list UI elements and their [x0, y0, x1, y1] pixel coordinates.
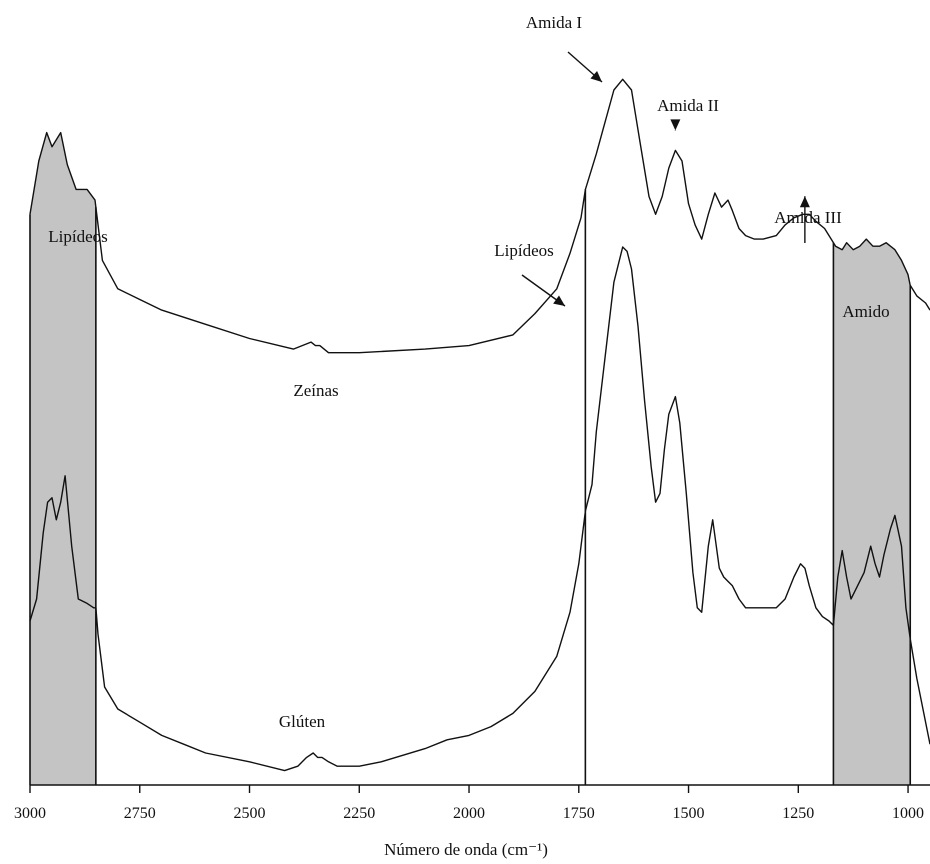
annotation-arrowhead-3	[553, 295, 565, 306]
spectra	[29, 78, 930, 772]
shaded-band-0	[30, 133, 96, 621]
shaded-band-lower-0	[30, 479, 96, 785]
shaded-band-lower-1	[833, 515, 911, 785]
annotation-arrowhead-1	[670, 119, 681, 131]
x-axis-label: Número de onda (cm⁻¹)	[384, 840, 548, 859]
x-tick-label-0: 3000	[14, 805, 46, 822]
x-ticks: 3000 2750 2500 2250 2000 1750 1500 1250 1000	[14, 785, 924, 822]
annotation-3: Lipídeos	[494, 241, 554, 260]
annotation-arrows	[521, 51, 810, 307]
annotation-arrowhead-0	[590, 70, 602, 82]
series-label-zeinas: Zeínas	[293, 381, 338, 400]
x-tick-label-4: 2000	[453, 805, 485, 822]
x-tick-label-7: 1250	[782, 805, 814, 822]
series-line-1	[29, 246, 930, 772]
x-tick-label-2: 2500	[234, 805, 266, 822]
annotation-1: Amida II	[657, 96, 719, 115]
annotations: Amida I Amida II Amida III Lipídeos Lipídeos…	[48, 13, 889, 321]
annotation-arrowhead-2	[799, 196, 810, 208]
shaded-bands	[29, 133, 912, 785]
annotation-2: Amida III	[774, 208, 842, 227]
x-tick-label-3: 2250	[343, 805, 375, 822]
shaded-band-1	[833, 239, 911, 639]
annotation-4: Lipídeos	[48, 227, 108, 246]
annotation-5: Amido	[842, 302, 889, 321]
x-tick-label-8: 1000	[892, 805, 924, 822]
annotation-0: Amida I	[526, 13, 583, 32]
x-tick-label-1: 2750	[124, 805, 156, 822]
series-line-0	[29, 78, 930, 354]
x-tick-label-6: 1500	[673, 805, 705, 822]
x-tick-label-5: 1750	[563, 805, 595, 822]
series-label-gluten: Glúten	[279, 712, 326, 731]
